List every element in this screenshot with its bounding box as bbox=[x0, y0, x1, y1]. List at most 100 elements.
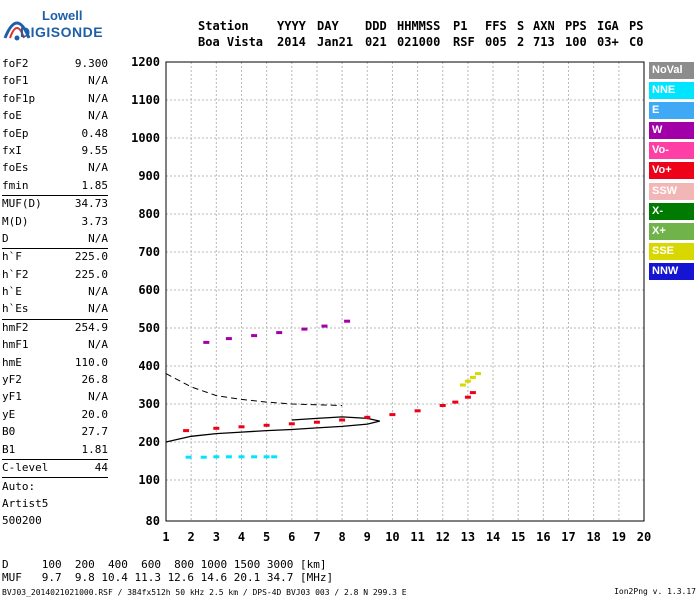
x-tick-label: 5 bbox=[263, 530, 270, 544]
param-value: N/A bbox=[88, 161, 108, 175]
auto-version: 500200 bbox=[2, 514, 42, 527]
y-tick-label: 1200 bbox=[131, 55, 160, 69]
param-row: D N/A bbox=[2, 231, 108, 248]
param-name: yF1 bbox=[2, 390, 22, 404]
x-tick-label: 15 bbox=[511, 530, 525, 544]
param-value: N/A bbox=[88, 390, 108, 404]
y-tick-label: 900 bbox=[138, 169, 160, 183]
param-value: 254.9 bbox=[74, 320, 108, 334]
echo-point bbox=[464, 395, 471, 399]
echo-point bbox=[185, 455, 192, 459]
echo-point bbox=[263, 423, 270, 427]
param-name: fmin bbox=[2, 178, 29, 192]
x-tick-label: 6 bbox=[288, 530, 295, 544]
header-pps-label: PPS bbox=[565, 19, 587, 33]
echo-point bbox=[414, 409, 421, 413]
param-value: N/A bbox=[88, 109, 108, 123]
header-iga-label: IGA bbox=[597, 19, 619, 33]
header-time-value: 021000 bbox=[397, 35, 441, 49]
param-value: 110.0 bbox=[74, 355, 108, 369]
echo-point bbox=[213, 455, 220, 459]
echo-point bbox=[321, 324, 328, 328]
param-value: 9.300 bbox=[74, 57, 108, 70]
param-name: hmF2 bbox=[2, 320, 29, 334]
x-tick-label: 12 bbox=[436, 530, 450, 544]
y-tick-label: 100 bbox=[138, 473, 160, 487]
param-row: foF2 9.300 bbox=[2, 56, 108, 73]
plot-frame bbox=[165, 61, 645, 522]
param-value: 44 bbox=[94, 460, 108, 474]
param-row: hmF1 N/A bbox=[2, 337, 108, 354]
header-year-label: YYYY bbox=[277, 19, 306, 33]
header-station-value: Boa Vista bbox=[198, 35, 264, 49]
param-row: hmE 110.0 bbox=[2, 355, 108, 372]
param-name: hmE bbox=[2, 355, 22, 369]
echo-point bbox=[452, 400, 459, 404]
echo-point bbox=[271, 455, 278, 459]
param-value: N/A bbox=[88, 302, 108, 316]
echo-point bbox=[389, 413, 396, 417]
header-time-label: HHMMSS bbox=[397, 19, 441, 33]
x-tick-label: 2 bbox=[188, 530, 195, 544]
legend-item: Vo- bbox=[649, 142, 694, 160]
ionosonde-emblem-icon bbox=[3, 21, 31, 41]
lowell-digisonde-logo: Lowell DIGISONDE bbox=[2, 6, 170, 46]
echo-point bbox=[213, 426, 220, 430]
x-tick-label: 3 bbox=[213, 530, 220, 544]
header-doy-label: DDD bbox=[365, 19, 387, 33]
legend-item: Vo+ bbox=[649, 162, 694, 180]
param-value: 1.81 bbox=[81, 442, 109, 456]
echo-point bbox=[238, 455, 245, 459]
param-name: foEp bbox=[2, 126, 29, 140]
header-ps-value: C0 bbox=[629, 35, 644, 49]
y-tick-label: 400 bbox=[138, 359, 160, 373]
param-row: h`F 225.0 bbox=[2, 249, 108, 266]
x-tick-label: 1 bbox=[162, 530, 169, 544]
param-name: foEs bbox=[2, 161, 29, 175]
legend-item: SSW bbox=[649, 182, 694, 200]
echo-point bbox=[251, 455, 258, 459]
param-row: C-level 44 bbox=[2, 460, 108, 477]
param-row: fmin 1.85 bbox=[2, 178, 108, 195]
param-row: h`F2 225.0 bbox=[2, 267, 108, 284]
param-name: D bbox=[2, 231, 9, 245]
param-name: foE bbox=[2, 109, 22, 123]
header-s-label: S bbox=[517, 19, 525, 33]
echo-point bbox=[276, 331, 283, 335]
legend-item: SSE bbox=[649, 242, 694, 260]
echo-point bbox=[459, 383, 466, 387]
param-row: MUF(D) 34.73 bbox=[2, 196, 108, 213]
param-row: h`E N/A bbox=[2, 284, 108, 301]
header-day-label: DAY bbox=[317, 19, 339, 33]
logo-line-1: Lowell bbox=[42, 8, 83, 23]
logo-line-2: DIGISONDE bbox=[20, 24, 104, 40]
param-row: B0 27.7 bbox=[2, 424, 108, 441]
param-separator bbox=[2, 195, 108, 197]
param-value: 27.7 bbox=[81, 425, 109, 439]
param-value: 0.48 bbox=[81, 126, 109, 140]
x-tick-label: 11 bbox=[410, 530, 424, 544]
echo-point bbox=[183, 429, 190, 433]
x-tick-label: 4 bbox=[238, 530, 245, 544]
param-name: fxI bbox=[2, 143, 22, 157]
header-station-label: Station bbox=[198, 19, 249, 33]
echo-point bbox=[263, 455, 270, 459]
echo-point bbox=[469, 391, 476, 395]
x-tick-label: 10 bbox=[385, 530, 399, 544]
param-row: M(D) 3.73 bbox=[2, 214, 108, 231]
param-value: 9.55 bbox=[81, 143, 109, 157]
header-pps-value: 100 bbox=[565, 35, 587, 49]
param-name: foF1p bbox=[2, 91, 36, 105]
header-p1-label: P1 bbox=[453, 19, 468, 33]
y-tick-label: 80 bbox=[146, 514, 160, 528]
param-name: MUF(D) bbox=[2, 197, 42, 211]
param-value: 3.73 bbox=[81, 214, 109, 228]
y-tick-label: 700 bbox=[138, 245, 160, 259]
param-row: foF1p N/A bbox=[2, 91, 108, 108]
param-value: N/A bbox=[88, 231, 108, 245]
param-name: hmF1 bbox=[2, 338, 29, 352]
legend-item: X- bbox=[649, 202, 694, 220]
echo-point bbox=[301, 327, 308, 331]
legend-item: NNW bbox=[649, 262, 694, 280]
param-value: 225.0 bbox=[74, 267, 108, 281]
